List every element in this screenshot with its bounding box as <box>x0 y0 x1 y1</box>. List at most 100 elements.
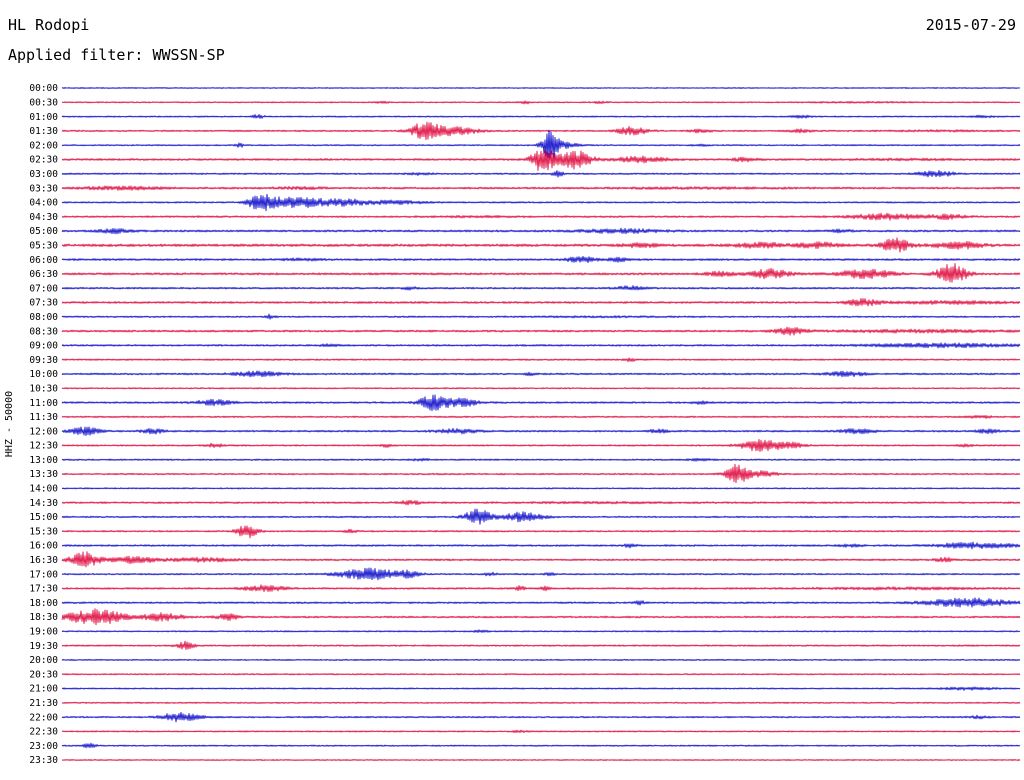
applied-filter-label: Applied filter: WWSSN-SP <box>8 46 225 64</box>
seismogram-trace-2030 <box>61 673 1021 676</box>
row-time-label: 04:00 <box>29 198 58 209</box>
seismogram-trace-0730 <box>61 298 1021 307</box>
row-time-label: 00:30 <box>29 98 58 109</box>
seismogram-trace-1030 <box>61 387 1021 390</box>
seismogram-trace-0400 <box>61 193 1021 212</box>
seismogram-trace-0000 <box>61 86 1021 90</box>
seismogram-trace-0530 <box>61 237 1021 253</box>
row-time-label: 22:30 <box>29 727 58 738</box>
row-time-label: 13:00 <box>29 455 58 466</box>
seismogram-trace-2200 <box>61 711 1021 723</box>
row-time-label: 12:00 <box>29 426 58 437</box>
seismogram-trace-0600 <box>61 255 1021 264</box>
seismogram-trace-1700 <box>61 567 1021 581</box>
seismogram-trace-0330 <box>61 185 1021 191</box>
seismogram-trace-0200 <box>61 129 1021 160</box>
row-time-label: 18:30 <box>29 612 58 623</box>
seismogram-trace-1800 <box>61 597 1021 608</box>
seismogram-trace-1930 <box>61 640 1021 650</box>
seismogram-trace-0300 <box>61 169 1021 178</box>
row-time-label: 17:00 <box>29 569 58 580</box>
seismogram-trace-1600 <box>61 541 1021 550</box>
row-time-label: 11:00 <box>29 398 58 409</box>
record-date: 2015-07-29 <box>925 16 1016 34</box>
seismogram-trace-1000 <box>61 370 1021 378</box>
seismogram-trace-1430 <box>61 499 1021 506</box>
row-time-label: 10:00 <box>29 369 58 380</box>
row-time-label: 09:00 <box>29 341 58 352</box>
seismogram-trace-0430 <box>61 212 1021 221</box>
seismogram-trace-0130 <box>61 121 1021 141</box>
row-time-label: 06:00 <box>29 255 58 266</box>
row-time-label: 01:00 <box>29 112 58 123</box>
row-time-label: 04:30 <box>29 212 58 223</box>
row-time-label: 20:30 <box>29 669 58 680</box>
row-time-label: 20:00 <box>29 655 58 666</box>
row-time-label: 07:00 <box>29 283 58 294</box>
row-time-label: 12:30 <box>29 441 58 452</box>
seismogram-trace-1130 <box>61 414 1021 419</box>
seismogram-trace-2230 <box>61 729 1021 734</box>
row-time-label: 05:00 <box>29 226 58 237</box>
row-time-label: 21:00 <box>29 684 58 695</box>
seismogram-trace-1200 <box>61 426 1021 437</box>
seismogram-trace-1730 <box>61 584 1021 593</box>
row-time-label: 19:30 <box>29 641 58 652</box>
row-time-label: 19:00 <box>29 627 58 638</box>
row-time-label: 13:30 <box>29 469 58 480</box>
row-time-label: 22:00 <box>29 712 58 723</box>
seismogram-trace-0830 <box>61 326 1021 336</box>
seismogram-trace-0800 <box>61 313 1021 320</box>
seismogram-trace-0230 <box>61 149 1021 171</box>
row-time-label: 06:30 <box>29 269 58 280</box>
y-axis-label: HHZ - 50000 <box>4 391 15 457</box>
seismogram-trace-2300 <box>61 742 1021 749</box>
seismogram-trace-1330 <box>61 463 1021 484</box>
row-time-label: 03:00 <box>29 169 58 180</box>
seismogram-trace-2100 <box>61 686 1021 691</box>
row-time-label: 23:00 <box>29 741 58 752</box>
row-time-label: 17:30 <box>29 584 58 595</box>
seismogram-trace-1500 <box>61 508 1021 525</box>
row-time-label: 03:30 <box>29 183 58 194</box>
row-time-label: 08:30 <box>29 326 58 337</box>
row-time-label: 09:30 <box>29 355 58 366</box>
row-time-label: 15:00 <box>29 512 58 523</box>
seismogram-trace-0030 <box>61 100 1021 105</box>
row-time-label: 07:30 <box>29 298 58 309</box>
row-time-label: 10:30 <box>29 384 58 395</box>
row-time-label: 05:30 <box>29 241 58 252</box>
row-time-label: 15:30 <box>29 526 58 537</box>
seismogram-trace-0930 <box>61 357 1021 363</box>
row-time-label: 14:00 <box>29 484 58 495</box>
seismogram-trace-1830 <box>61 608 1021 626</box>
row-time-label: 08:00 <box>29 312 58 323</box>
seismogram-trace-1400 <box>61 487 1021 490</box>
row-time-label: 16:00 <box>29 541 58 552</box>
row-time-label: 18:00 <box>29 598 58 609</box>
seismogram-trace-0500 <box>61 227 1021 235</box>
seismogram-trace-0630 <box>61 262 1021 283</box>
row-time-label: 02:00 <box>29 140 58 151</box>
row-time-label: 00:00 <box>29 83 58 94</box>
seismogram-trace-1530 <box>61 525 1021 539</box>
seismogram-trace-2000 <box>61 658 1021 662</box>
seismogram-trace-2130 <box>61 701 1021 704</box>
row-time-label: 01:30 <box>29 126 58 137</box>
row-time-label: 16:30 <box>29 555 58 566</box>
row-time-label: 21:30 <box>29 698 58 709</box>
seismogram-trace-1100 <box>61 394 1021 412</box>
seismogram-trace-1630 <box>61 551 1021 568</box>
row-time-label: 23:30 <box>29 755 58 766</box>
seismogram-trace-2330 <box>61 758 1021 762</box>
row-time-label: 11:30 <box>29 412 58 423</box>
seismogram-trace-1230 <box>61 438 1021 453</box>
seismogram-trace-1300 <box>61 457 1021 462</box>
row-time-label: 02:30 <box>29 155 58 166</box>
seismogram-trace-0700 <box>61 285 1021 291</box>
seismogram-trace-1900 <box>61 629 1021 633</box>
row-time-label: 14:30 <box>29 498 58 509</box>
station-name: HL Rodopi <box>8 16 90 34</box>
